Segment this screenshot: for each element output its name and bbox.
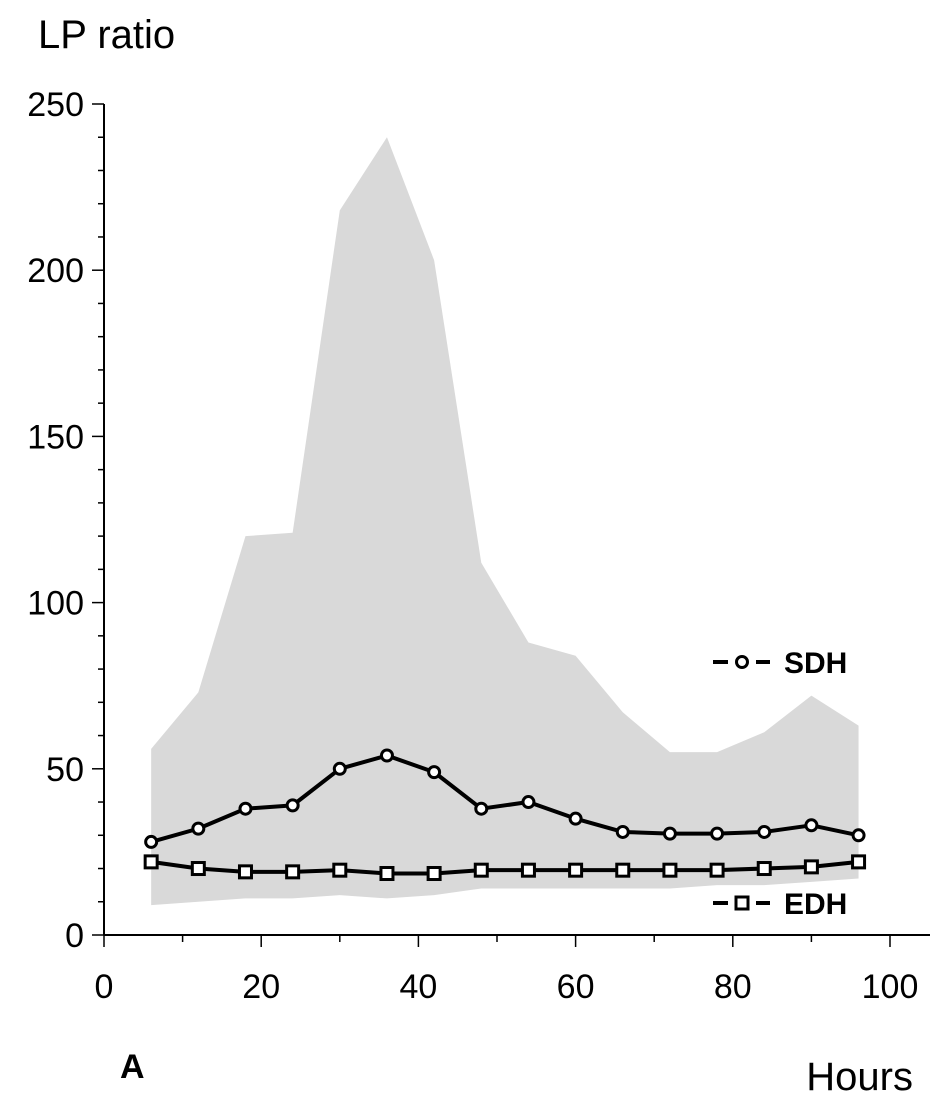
data-point-edh: [756, 861, 772, 877]
data-point-sdh: [662, 826, 677, 841]
data-point-sdh: [615, 824, 630, 839]
ticks: 0 50 100 150 200 250 0 20 40 60 80 100: [27, 86, 918, 1006]
data-point-edh: [473, 862, 489, 878]
data-point-edh: [568, 862, 584, 878]
y-tick-label: 100: [27, 585, 84, 623]
data-point-sdh: [804, 818, 819, 833]
data-point-edh: [709, 862, 725, 878]
data-point-sdh: [757, 824, 772, 839]
x-tick-label: 60: [557, 968, 595, 1006]
legend: SDH EDH: [713, 647, 847, 921]
x-tick-label: 0: [95, 968, 114, 1006]
legend-item-sdh: SDH: [713, 647, 847, 680]
axes: [103, 104, 930, 936]
data-point-sdh: [568, 811, 583, 826]
data-point-sdh: [285, 798, 300, 813]
x-tick-label: 40: [399, 968, 437, 1006]
data-point-sdh: [238, 801, 253, 816]
y-axis-title: LP ratio: [38, 13, 175, 57]
data-point-edh: [190, 861, 206, 877]
data-point-sdh: [427, 765, 442, 780]
data-point-sdh: [144, 834, 159, 849]
data-point-edh: [851, 854, 867, 870]
data-point-sdh: [851, 828, 866, 843]
data-point-edh: [662, 862, 678, 878]
y-tick-label: 200: [27, 252, 84, 290]
data-point-edh: [379, 866, 395, 882]
data-point-sdh: [379, 748, 394, 763]
series-line-sdh: [150, 753, 859, 844]
data-point-edh: [803, 859, 819, 875]
data-point-sdh: [332, 761, 347, 776]
legend-marker-edh: [734, 895, 750, 911]
legend-marker-sdh: [735, 655, 749, 669]
range-band-layer: [151, 137, 859, 906]
range-band: [151, 137, 859, 906]
data-point-sdh: [474, 801, 489, 816]
x-tick-label: 80: [714, 968, 752, 1006]
data-point-sdh: [191, 821, 206, 836]
series-sdh: [144, 748, 866, 849]
series-edh: [143, 854, 867, 882]
x-tick-label: 100: [862, 968, 919, 1006]
y-tick-label: 0: [65, 917, 84, 955]
legend-label-sdh: SDH: [784, 647, 847, 680]
legend-item-edh: EDH: [713, 888, 847, 921]
data-point-edh: [332, 862, 348, 878]
y-tick-label: 250: [27, 86, 84, 124]
data-point-edh: [143, 854, 159, 870]
data-point-sdh: [521, 795, 536, 810]
y-tick-label: 150: [27, 418, 84, 456]
data-point-edh: [520, 862, 536, 878]
panel-label: A: [120, 1048, 145, 1086]
data-point-edh: [237, 864, 253, 880]
data-point-edh: [615, 862, 631, 878]
data-point-edh: [426, 866, 442, 882]
series-line-edh: [150, 859, 859, 876]
legend-label-edh: EDH: [784, 888, 847, 921]
y-tick-label: 50: [46, 751, 84, 789]
data-point-sdh: [710, 826, 725, 841]
series-layer: [143, 748, 867, 882]
x-tick-label: 20: [242, 968, 280, 1006]
data-point-edh: [285, 864, 301, 880]
x-axis-title: Hours: [806, 1055, 913, 1098]
